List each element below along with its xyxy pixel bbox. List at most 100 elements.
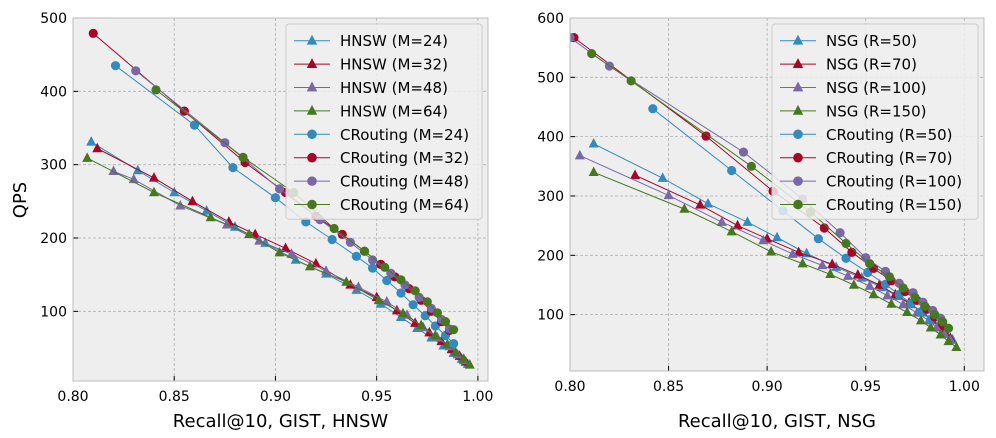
x-tick-label: 0.95 <box>361 389 392 405</box>
data-point <box>274 246 285 257</box>
data-point <box>943 323 954 333</box>
legend-label: CRouting (R=100) <box>826 173 962 191</box>
data-point <box>797 257 808 268</box>
data-point <box>703 197 713 208</box>
data-point <box>329 223 339 234</box>
data-point <box>727 165 737 176</box>
data-point <box>825 268 836 279</box>
data-point <box>414 292 424 302</box>
data-point <box>588 138 599 148</box>
y-tick-label: 600 <box>537 11 564 27</box>
data-point <box>396 275 406 285</box>
series-group <box>82 28 475 369</box>
legend-marker <box>792 104 804 115</box>
legend-label: HNSW (M=24) <box>340 32 448 50</box>
data-point <box>205 211 216 222</box>
data-point <box>882 289 893 300</box>
chart-panel-hnsw: 0.80 0.85 0.90 0.95 1.00 100 200 300 400 500 Reca… <box>10 11 493 432</box>
data-point <box>902 306 913 317</box>
y-tick-label: 500 <box>537 70 564 86</box>
data-point <box>86 136 97 146</box>
y-tick-label: 300 <box>40 158 67 174</box>
data-point <box>801 247 812 258</box>
data-point <box>746 161 756 171</box>
chart-panel-nsg: 0.80 0.85 0.90 0.95 1.00 100 200 300 400 500 600 R… <box>537 11 985 432</box>
x-tick-label: 1.00 <box>462 389 493 405</box>
data-point <box>648 104 658 114</box>
data-point <box>238 152 248 162</box>
legend-marker <box>792 58 804 68</box>
data-point <box>910 292 920 303</box>
legend-item: NSG (R=70) <box>780 56 917 74</box>
data-point <box>464 359 475 369</box>
data-point <box>131 66 141 76</box>
series-crouting-r-150 <box>587 48 954 333</box>
data-point <box>930 310 940 320</box>
y-tick-label: 200 <box>40 231 67 247</box>
data-point <box>382 275 392 286</box>
x-tick-label: 1.00 <box>949 379 980 395</box>
data-point <box>835 228 845 238</box>
data-point <box>408 300 418 310</box>
data-point <box>793 246 804 257</box>
data-point <box>148 172 159 182</box>
data-point <box>345 237 355 247</box>
data-point <box>270 193 281 203</box>
data-point <box>450 346 461 357</box>
legend-label: CRouting (R=150) <box>826 196 962 214</box>
legend-item: HNSW (M=64) <box>294 102 448 120</box>
data-point <box>951 341 962 352</box>
legend-marker <box>793 199 803 210</box>
y-tick-label: 400 <box>40 84 67 100</box>
y-tick-label: 400 <box>537 130 564 146</box>
data-point <box>630 169 641 179</box>
legend-marker <box>792 81 804 92</box>
legend-label: CRouting (M=32) <box>340 149 469 167</box>
legend-item: CRouting (M=24) <box>294 126 469 144</box>
legend-box <box>285 23 483 220</box>
data-point <box>189 120 200 130</box>
y-tick-label: 100 <box>40 304 67 320</box>
legend-label: HNSW (M=48) <box>340 79 448 97</box>
data-point <box>373 294 384 305</box>
data-point <box>772 231 782 242</box>
legend-item: NSG (R=150) <box>780 102 926 120</box>
legend-marker <box>306 34 318 45</box>
data-point <box>148 186 159 197</box>
data-point <box>588 166 599 177</box>
y-tick-label: 100 <box>537 308 564 324</box>
data-point <box>353 281 364 291</box>
legend-label: HNSW (M=32) <box>340 56 448 74</box>
legend-label: HNSW (M=64) <box>340 102 448 120</box>
data-point <box>817 259 828 270</box>
series-hnsw-m-64 <box>82 152 475 369</box>
series-group <box>570 32 962 352</box>
data-point <box>935 329 946 339</box>
data-point <box>701 131 711 141</box>
data-point <box>380 262 390 272</box>
data-point <box>587 48 597 59</box>
plot-frame <box>72 17 489 382</box>
data-point <box>898 298 909 309</box>
data-point <box>742 216 753 226</box>
x-tick-label: 0.85 <box>653 379 684 395</box>
legend-marker <box>307 129 317 140</box>
data-point <box>657 172 668 182</box>
legend-item: NSG (R=50) <box>780 32 917 50</box>
legend-label: CRouting (M=24) <box>340 126 469 144</box>
data-point <box>938 317 948 327</box>
legend-marker <box>793 129 803 140</box>
data-point <box>726 225 737 236</box>
legend-item: CRouting (R=150) <box>780 196 962 214</box>
legend-item: NSG (R=100) <box>780 79 926 97</box>
y-tick-label: 500 <box>40 11 67 27</box>
legend-item: HNSW (M=24) <box>294 32 448 50</box>
legend-label: CRouting (R=50) <box>826 126 953 144</box>
data-point <box>368 255 378 265</box>
data-point <box>422 297 432 307</box>
legend: HNSW (M=24) HNSW (M=32) HNSW (M=48) HNSW (M… <box>285 23 483 220</box>
data-point <box>848 279 859 289</box>
data-point <box>626 76 636 86</box>
data-point <box>280 242 291 253</box>
